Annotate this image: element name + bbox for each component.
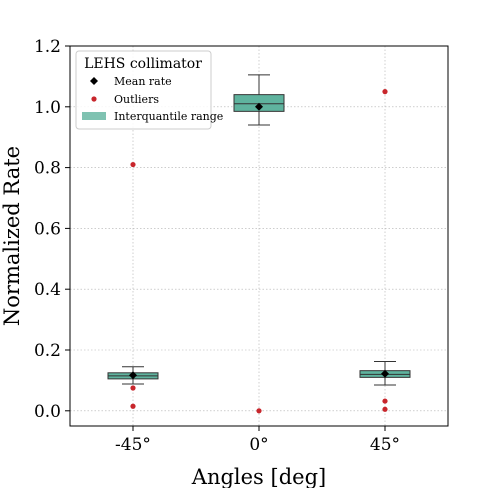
- x-axis-ticks: -45° 0° 45°: [115, 426, 400, 455]
- legend-iqr-patch: [82, 112, 106, 120]
- y-tick-label: 0.4: [34, 280, 61, 300]
- box-1: [107, 161, 159, 409]
- legend-frame: [75, 50, 212, 130]
- outlier-point: [130, 161, 136, 168]
- y-tick-label: 0.6: [34, 219, 61, 239]
- mean-marker: [129, 371, 137, 380]
- x-tick-label: 45°: [370, 435, 400, 455]
- y-tick-label: 0.2: [34, 341, 61, 361]
- legend-entry-mean: Mean rate: [114, 75, 172, 88]
- legend-outlier-marker: [91, 96, 97, 102]
- legend-mean-marker: [90, 77, 98, 85]
- mean-marker: [381, 369, 389, 378]
- legend-entry-outliers: Outliers: [114, 93, 159, 106]
- legend: LEHS collimator Mean rate Outliers Inter…: [75, 50, 223, 130]
- y-tick-label: 1.2: [34, 37, 61, 57]
- outlier-point: [130, 403, 136, 409]
- outlier-point: [256, 408, 262, 414]
- legend-title: LEHS collimator: [84, 56, 202, 72]
- x-tick-label: 0°: [249, 435, 268, 455]
- y-tick-label: 0.0: [34, 402, 61, 422]
- box-series: [107, 74, 411, 414]
- y-tick-label: 0.8: [34, 159, 61, 179]
- outlier-point: [382, 406, 388, 412]
- x-axis-label: Angles [deg]: [191, 465, 326, 488]
- y-tick-label: 1.0: [34, 98, 61, 118]
- y-axis-label: Normalized Rate: [0, 146, 24, 326]
- outlier-point: [382, 398, 388, 404]
- box-2: [233, 74, 285, 414]
- x-tick-label: -45°: [115, 435, 151, 455]
- outlier-point: [130, 385, 136, 391]
- legend-entry-iqr: Interquantile range: [114, 110, 223, 123]
- outlier-point: [382, 89, 388, 95]
- mean-marker: [255, 102, 263, 111]
- y-axis-ticks: 0.0 0.2 0.4 0.6 0.8 1.0 1.2: [34, 37, 70, 422]
- box-3: [359, 89, 411, 412]
